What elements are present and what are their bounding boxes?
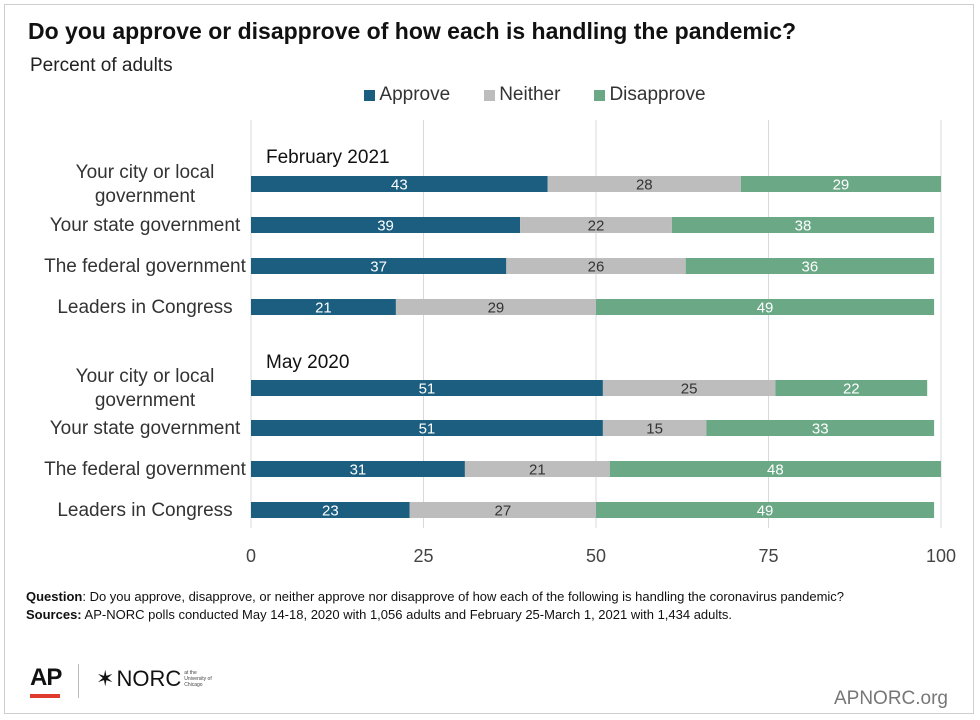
- chart-frame: [4, 4, 974, 714]
- data-label-neither-0-3: 29: [488, 300, 505, 317]
- bar-neither-1-0: [602, 380, 776, 396]
- bar-approve-0-0: [251, 176, 548, 192]
- data-label-neither-1-0: 25: [681, 381, 698, 398]
- logo-divider: [78, 664, 79, 698]
- bar-disapprove-0-2: [685, 258, 935, 274]
- legend-item-disapprove: Disapprove: [594, 84, 706, 106]
- norc-logo-text: NORC: [116, 666, 182, 691]
- data-label-approve-0-3: 21: [315, 300, 332, 317]
- sources-text: AP-NORC polls conducted May 14-18, 2020 …: [81, 607, 733, 622]
- bar-approve-1-2: [251, 461, 465, 477]
- data-label-neither-0-1: 22: [588, 218, 605, 235]
- bar-neither-0-1: [520, 217, 672, 233]
- bar-disapprove-1-3: [596, 502, 935, 518]
- data-label-approve-1-0: 51: [419, 381, 436, 398]
- stacked-bar-chart: 0 25 50 75 100 February 2021 Your city or loca…: [44, 120, 956, 566]
- data-label-neither-1-2: 21: [529, 462, 546, 479]
- data-label-disapprove-1-0: 22: [843, 381, 860, 398]
- group-label-1: May 2020: [266, 352, 349, 373]
- bar-disapprove-1-0: [775, 380, 928, 396]
- bar-neither-0-3: [395, 299, 596, 315]
- data-label-neither-0-0: 28: [636, 177, 653, 194]
- data-label-disapprove-1-1: 33: [812, 421, 829, 438]
- norc-logo-subtext: at the University of Chicago: [184, 670, 212, 688]
- group-label-0: February 2021: [266, 147, 390, 168]
- bar-approve-1-0: [251, 380, 603, 396]
- bar-neither-1-3: [409, 502, 596, 518]
- legend-item-neither: Neither: [484, 84, 560, 106]
- legend-label-disapprove: Disapprove: [609, 84, 706, 105]
- x-tick-label-1: 25: [413, 546, 433, 566]
- data-label-neither-1-3: 27: [495, 503, 512, 520]
- bar-disapprove-0-1: [671, 217, 935, 233]
- legend-label-approve: Approve: [379, 84, 451, 105]
- data-label-disapprove-1-3: 49: [757, 503, 774, 520]
- bar-approve-1-3: [251, 502, 410, 518]
- data-label-approve-1-3: 23: [322, 503, 339, 520]
- data-label-disapprove-0-0: 29: [833, 177, 850, 194]
- legend-label-neither: Neither: [499, 84, 561, 105]
- bar-disapprove-1-2: [609, 461, 941, 477]
- x-tick-label-2: 50: [586, 546, 606, 566]
- footer-notes: Question: Do you approve, disapprove, or…: [26, 588, 966, 624]
- data-label-neither-0-2: 26: [588, 259, 605, 276]
- bar-neither-1-1: [602, 420, 707, 436]
- chart-title: Do you approve or disapprove of how each…: [28, 18, 797, 44]
- question-label: Question: [26, 589, 83, 604]
- x-tick-label-3: 75: [758, 546, 778, 566]
- bar-disapprove-0-0: [740, 176, 941, 192]
- x-tick-label-0: 0: [246, 546, 256, 566]
- legend: Approve Neither Disapprove: [0, 84, 980, 106]
- chart-subtitle: Percent of adults: [30, 55, 173, 76]
- bar-approve-1-1: [251, 420, 603, 436]
- data-label-disapprove-0-3: 49: [757, 300, 774, 317]
- bar-disapprove-0-3: [596, 299, 935, 315]
- category-label-0-0: Your city or local government: [76, 162, 215, 207]
- norc-logo: ✶ NORC at the University of Chicago: [96, 666, 218, 692]
- norc-star-icon: ✶: [96, 666, 115, 691]
- legend-swatch-approve: [364, 89, 376, 101]
- data-label-neither-1-1: 15: [646, 421, 663, 438]
- question-note: Question: Do you approve, disapprove, or…: [26, 588, 966, 606]
- bar-disapprove-1-1: [706, 420, 935, 436]
- category-label-0-2: The federal government: [44, 256, 246, 277]
- bar-neither-0-0: [547, 176, 741, 192]
- data-label-approve-0-0: 43: [391, 177, 408, 194]
- data-label-disapprove-0-2: 36: [802, 259, 819, 276]
- x-tick-label-4: 100: [926, 546, 956, 566]
- data-label-disapprove-1-2: 48: [767, 462, 784, 479]
- legend-swatch-disapprove: [594, 89, 606, 101]
- sources-note: Sources: AP-NORC polls conducted May 14-…: [26, 606, 966, 624]
- data-label-approve-0-2: 37: [370, 259, 387, 276]
- bar-neither-1-2: [464, 461, 610, 477]
- category-label-1-0: Your city or local government: [76, 366, 215, 411]
- ap-logo-bar: [30, 694, 60, 698]
- category-label-1-3: Leaders in Congress: [57, 500, 232, 521]
- data-label-disapprove-0-1: 38: [795, 218, 812, 235]
- legend-swatch-neither: [484, 89, 496, 101]
- bar-approve-0-1: [251, 217, 521, 233]
- legend-item-approve: Approve: [364, 84, 450, 106]
- data-label-approve-1-1: 51: [419, 421, 436, 438]
- site-url: APNORC.org: [833, 688, 948, 709]
- category-label-1-2: The federal government: [44, 459, 246, 480]
- category-label-0-1: Your state government: [50, 215, 241, 236]
- bar-approve-0-3: [251, 299, 396, 315]
- ap-logo: AP: [30, 664, 62, 691]
- bar-approve-0-2: [251, 258, 507, 274]
- question-text: : Do you approve, disapprove, or neither…: [82, 589, 845, 604]
- category-label-1-1: Your state government: [50, 418, 241, 439]
- sources-label: Sources:: [26, 607, 82, 622]
- bar-neither-0-2: [506, 258, 686, 274]
- data-label-approve-0-1: 39: [377, 218, 394, 235]
- data-label-approve-1-2: 31: [350, 462, 367, 479]
- category-label-0-3: Leaders in Congress: [57, 297, 232, 318]
